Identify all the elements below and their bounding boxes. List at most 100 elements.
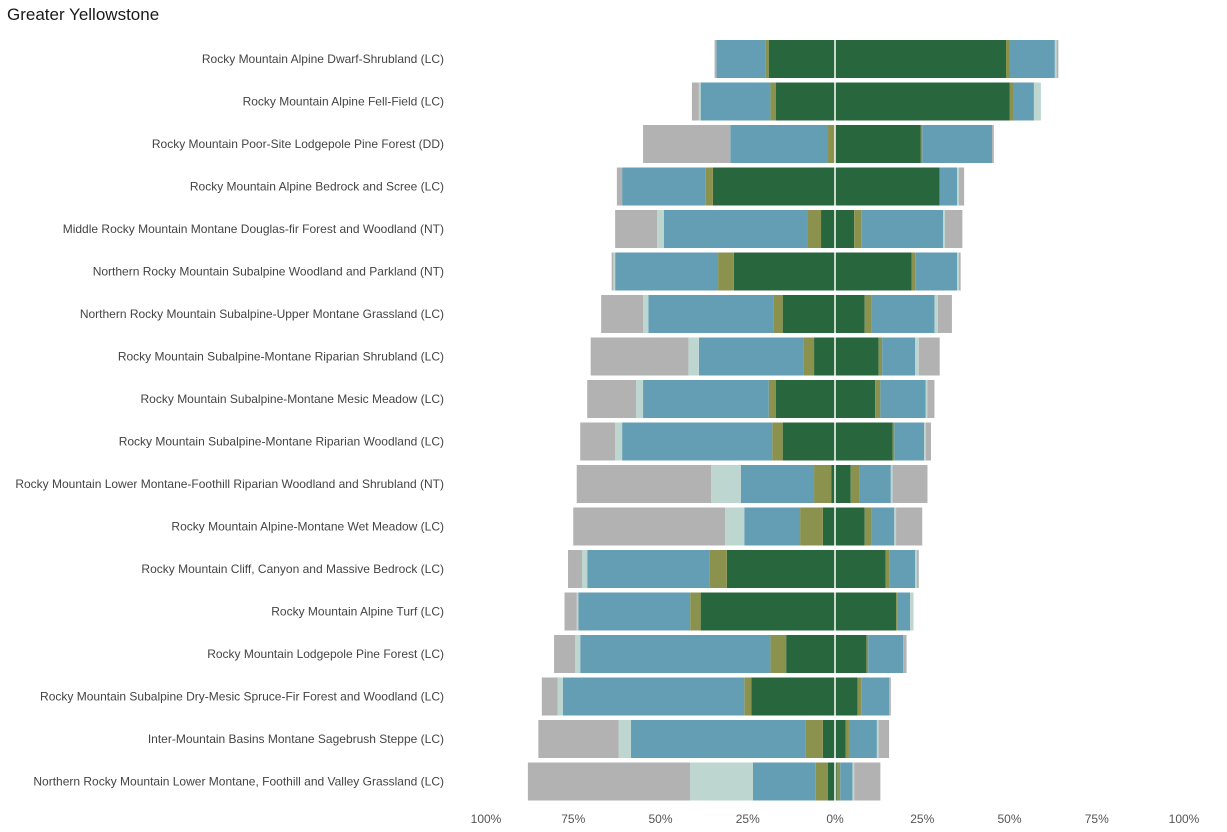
bar-right-seg1 <box>889 677 891 716</box>
bar-left-seg1 <box>527 762 691 801</box>
bar-right-seg3 <box>1012 82 1034 121</box>
bar-right-seg4 <box>854 210 862 248</box>
bar-left-seg1 <box>541 677 558 716</box>
bar-right-seg5 <box>835 337 879 376</box>
bar-right-seg1 <box>937 295 952 333</box>
bar-left-seg4 <box>803 337 815 376</box>
bar-right-seg4 <box>920 125 923 163</box>
bar-left-seg4 <box>773 295 783 333</box>
bar-left-seg4 <box>709 550 727 588</box>
bar-right-seg4 <box>864 295 872 333</box>
bar-left-seg5 <box>712 167 835 206</box>
bar-left-seg5 <box>775 82 835 121</box>
bar-right-seg4 <box>892 422 895 461</box>
bar-right-seg4 <box>866 635 869 673</box>
bar-right-seg2 <box>925 380 928 418</box>
bar-right-seg2 <box>1054 40 1057 78</box>
bar-left-seg4 <box>828 125 835 163</box>
bar-right-seg3 <box>922 125 993 163</box>
bar-right-seg5 <box>835 720 846 758</box>
bar-left-seg4 <box>718 252 734 291</box>
bar-left-seg3 <box>730 125 829 163</box>
bar-right-seg5 <box>835 167 940 206</box>
bar-right-seg3 <box>871 507 895 546</box>
bar-left-seg2 <box>698 82 701 121</box>
bar-right-seg5 <box>835 465 851 503</box>
bar-right-seg1 <box>925 422 931 461</box>
bar-left-seg3 <box>622 167 706 206</box>
bar-left-seg4 <box>744 677 752 716</box>
bar-right-seg2 <box>943 210 945 248</box>
bar-right-seg4 <box>845 720 849 758</box>
bar-right-seg5 <box>835 82 1010 121</box>
bar-left-seg5 <box>751 677 835 716</box>
bar-right-seg3 <box>882 337 916 376</box>
bar-left-seg1 <box>601 295 644 333</box>
bar-left-seg3 <box>663 210 808 248</box>
bar-right-seg2 <box>923 422 926 461</box>
bar-left-seg3 <box>740 465 815 503</box>
bar-right-seg5 <box>835 422 893 461</box>
category-label: Rocky Mountain Cliff, Canyon and Massive… <box>141 562 444 576</box>
bar-left-seg4 <box>814 465 832 503</box>
bar-left-seg3 <box>648 295 774 333</box>
bar-right-seg2 <box>894 507 897 546</box>
category-label: Northern Rocky Mountain Subalpine-Upper … <box>80 307 444 321</box>
bar-right-seg3 <box>859 465 891 503</box>
x-tick-label: 50% <box>997 812 1021 826</box>
bar-left-seg3 <box>716 40 766 78</box>
bar-left-seg1 <box>554 635 575 673</box>
bar-right-seg2 <box>915 337 919 376</box>
bar-left-seg2 <box>618 720 631 758</box>
bar-left-seg1 <box>587 380 637 418</box>
bar-left-seg5 <box>782 295 835 333</box>
bar-right-seg5 <box>835 592 897 631</box>
bar-left-seg2 <box>688 337 699 376</box>
bar-left-seg5 <box>726 550 835 588</box>
bar-left-seg1 <box>564 592 577 631</box>
chart-title: Greater Yellowstone <box>7 5 160 24</box>
category-label: Rocky Mountain Alpine Bedrock and Scree … <box>190 180 444 194</box>
category-label: Rocky Mountain Lodgepole Pine Forest (LC… <box>207 647 444 661</box>
bar-right-seg4 <box>857 677 862 716</box>
category-label: Rocky Mountain Alpine Fell-Field (LC) <box>243 95 444 109</box>
bar-left-seg1 <box>643 125 731 163</box>
bar-right-seg1 <box>917 550 919 588</box>
bar-right-seg1 <box>944 210 963 248</box>
bar-left-seg4 <box>805 720 823 758</box>
bar-left-seg3 <box>698 337 804 376</box>
x-tick-label: 100% <box>1169 812 1200 826</box>
bar-right-seg5 <box>835 252 912 291</box>
bar-right-seg2 <box>910 592 914 631</box>
bar-left-seg4 <box>765 40 769 78</box>
bar-left-seg3 <box>622 422 773 461</box>
bar-right-seg4 <box>875 380 881 418</box>
category-label: Rocky Mountain Alpine-Montane Wet Meadow… <box>171 520 444 534</box>
bar-left-seg5 <box>733 252 835 291</box>
bar-right-seg2 <box>915 550 918 588</box>
bar-left-seg5 <box>768 40 835 78</box>
category-label: Rocky Mountain Alpine Dwarf-Shrubland (L… <box>202 52 444 66</box>
bar-left-seg4 <box>690 592 701 631</box>
bar-right-seg5 <box>835 550 886 588</box>
bar-left-seg3 <box>643 380 769 418</box>
bar-right-seg1 <box>892 465 928 503</box>
category-label: Northern Rocky Mountain Lower Montane, F… <box>33 775 444 789</box>
category-label: Rocky Mountain Alpine Turf (LC) <box>271 605 444 619</box>
bar-right-seg3 <box>939 167 958 206</box>
bar-right-seg4 <box>896 592 898 631</box>
bar-right-seg1 <box>927 380 935 418</box>
x-axis-ticks: 100% 75% 50% 25% 0% 25% 50% 75% 100% <box>471 812 1200 826</box>
bar-left-seg3 <box>752 762 816 801</box>
bar-left-seg2 <box>615 422 623 461</box>
bar-left-seg2 <box>613 252 616 291</box>
bar-left-seg1 <box>573 507 726 546</box>
category-label: Rocky Mountain Subalpine-Montane Riparia… <box>118 350 444 364</box>
bar-left-seg5 <box>775 380 835 418</box>
bar-left-seg2 <box>581 550 588 588</box>
bar-right-seg3 <box>880 380 926 418</box>
bar-right-seg1 <box>958 167 965 206</box>
category-label: Rocky Mountain Subalpine-Montane Riparia… <box>119 435 444 449</box>
bar-right-seg1 <box>896 507 923 546</box>
